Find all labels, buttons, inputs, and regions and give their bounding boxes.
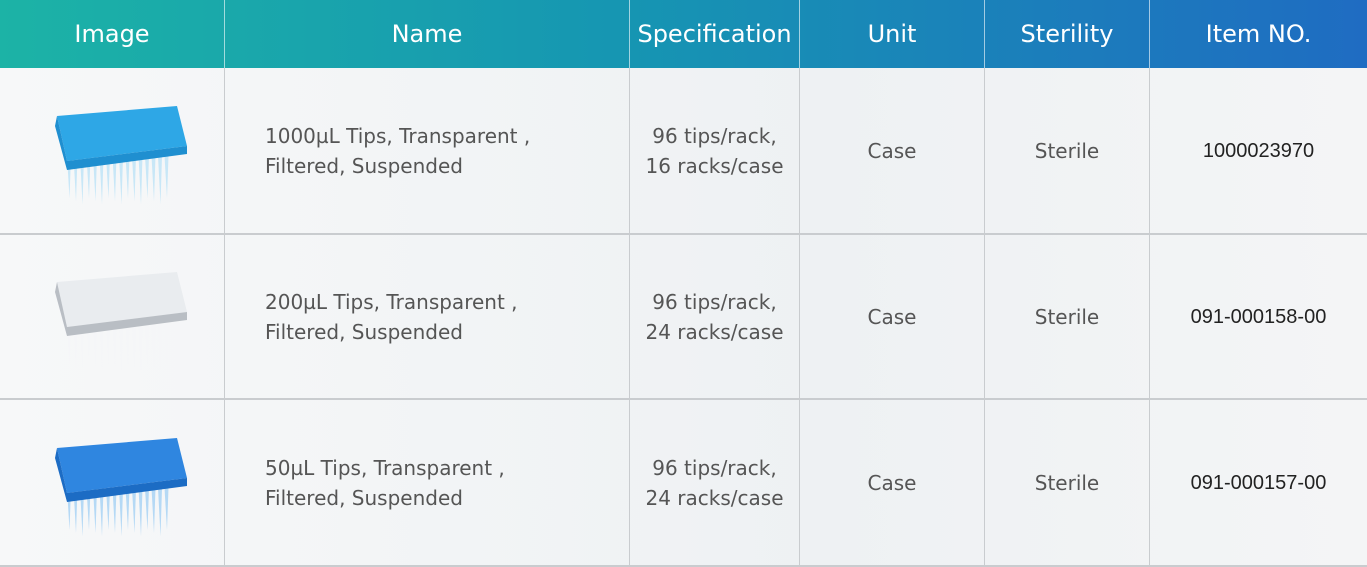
image-cell xyxy=(0,68,225,235)
unit-cell: Case xyxy=(800,235,985,400)
name-line: Filtered, Suspended xyxy=(265,153,463,178)
unit-cell: Case xyxy=(800,68,985,235)
sterility-cell: Sterile xyxy=(985,235,1150,400)
item-no: 091-000157-00 xyxy=(1190,471,1327,494)
unit-cell: Case xyxy=(800,400,985,567)
spec-line: 24 racks/case xyxy=(645,319,784,344)
name-line: 200µL Tips, Transparent , xyxy=(265,289,518,314)
spec-line: 96 tips/rack, xyxy=(652,289,777,314)
header-cell: Specification xyxy=(630,0,800,68)
header-text: Name xyxy=(391,20,463,48)
header-text: Image xyxy=(74,20,150,48)
item-cell: 1000023970 xyxy=(1150,68,1367,235)
image-cell xyxy=(0,235,225,400)
spec-line: 96 tips/rack, xyxy=(652,123,777,148)
name-line: 1000µL Tips, Transparent , xyxy=(265,123,531,148)
header-text: Specification xyxy=(637,20,792,48)
spec-cell: 96 tips/rack, 16 racks/case xyxy=(630,68,800,235)
spec-cell: 96 tips/rack, 24 racks/case xyxy=(630,400,800,567)
name-cell: 200µL Tips, Transparent , Filtered, Suspe… xyxy=(225,235,630,400)
sterility: Sterile xyxy=(1034,304,1100,329)
table-header xyxy=(0,0,1367,68)
sterility-cell: Sterile xyxy=(985,68,1150,235)
header-text: Item NO. xyxy=(1205,20,1312,48)
header-cell: Sterility xyxy=(985,0,1150,68)
item-cell: 091-000157-00 xyxy=(1150,400,1367,567)
sterility: Sterile xyxy=(1034,138,1100,163)
header-cell: Item NO. xyxy=(1150,0,1367,68)
item-no: 1000023970 xyxy=(1202,139,1315,162)
product-image xyxy=(55,105,187,204)
item-no: 091-000158-00 xyxy=(1190,305,1327,328)
header-cell: Image xyxy=(0,0,225,68)
spec-line: 16 racks/case xyxy=(645,153,784,178)
product-image xyxy=(55,437,187,536)
product-image xyxy=(55,271,187,370)
name-line: Filtered, Suspended xyxy=(265,485,463,510)
spec-cell: 96 tips/rack, 24 racks/case xyxy=(630,235,800,400)
header-cell: Name xyxy=(225,0,630,68)
sterility-cell: Sterile xyxy=(985,400,1150,567)
name-cell: 1000µL Tips, Transparent , Filtered, Susp… xyxy=(225,68,630,235)
header-text: Sterility xyxy=(1020,20,1114,48)
sterility: Sterile xyxy=(1034,470,1100,495)
unit: Case xyxy=(867,138,917,163)
name-cell: 50µL Tips, Transparent , Filtered, Suspen… xyxy=(225,400,630,567)
item-cell: 091-000158-00 xyxy=(1150,235,1367,400)
spec-line: 24 racks/case xyxy=(645,485,784,510)
header-text: Unit xyxy=(867,20,917,48)
unit: Case xyxy=(867,470,917,495)
image-cell xyxy=(0,400,225,567)
name-line: 50µL Tips, Transparent , xyxy=(265,455,505,480)
unit: Case xyxy=(867,304,917,329)
header-cell: Unit xyxy=(800,0,985,68)
name-line: Filtered, Suspended xyxy=(265,319,463,344)
spec-line: 96 tips/rack, xyxy=(652,455,777,480)
